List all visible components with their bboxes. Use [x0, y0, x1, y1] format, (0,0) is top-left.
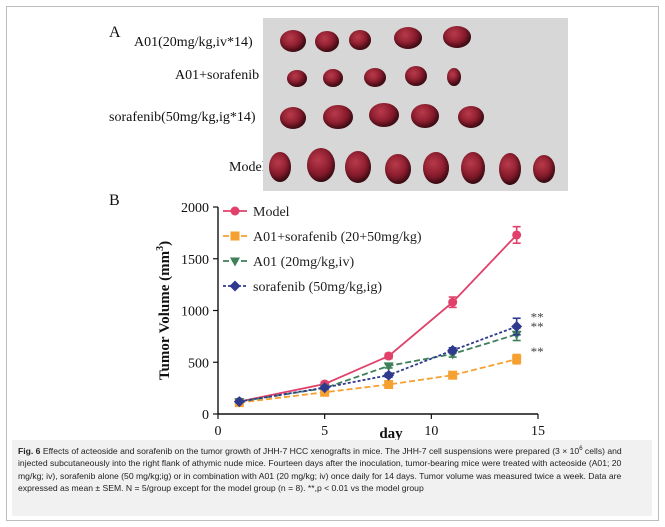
legend-marker [229, 280, 241, 292]
tumor [369, 103, 399, 127]
y-tick-label: 500 [188, 356, 209, 371]
caption-sup: 6 [579, 446, 583, 452]
caption-text: Effects of acteoside and sorafenib on th… [40, 445, 580, 456]
x-tick-label: 0 [215, 424, 222, 439]
x-tick-label: 15 [531, 424, 545, 439]
tumor [405, 66, 427, 86]
data-point [383, 362, 394, 372]
data-point [448, 297, 458, 307]
data-point [384, 351, 394, 361]
data-point [512, 230, 522, 240]
tumor [499, 153, 521, 185]
data-point [383, 369, 395, 381]
caption-fig-label: Fig. 6 [18, 445, 41, 456]
data-point [319, 382, 331, 394]
data-point [511, 321, 523, 333]
x-axis-label: day [379, 426, 403, 440]
tumor-photo [263, 18, 568, 191]
significance-mark: ** [531, 319, 544, 334]
tumor [364, 68, 386, 87]
tumor [280, 30, 306, 52]
legend-label: Model [253, 205, 290, 220]
tumor [411, 104, 439, 128]
tumor [345, 151, 371, 183]
y-tick-label: 0 [202, 408, 209, 423]
x-tick-label: 5 [321, 424, 328, 439]
significance-mark: ** [531, 309, 544, 324]
significance-mark: ** [531, 344, 544, 359]
row-label-a01: A01(20mg/kg,iv*14) [134, 35, 253, 50]
tumor [533, 155, 555, 183]
data-point [447, 344, 459, 356]
row-label-model: Model [229, 160, 266, 175]
legend-marker [230, 206, 240, 216]
legend-label: sorafenib (50mg/kg,ig) [253, 280, 382, 295]
tumor [315, 31, 339, 52]
legend-label: A01+sorafenib (20+50mg/kg) [253, 230, 422, 245]
data-point [512, 354, 522, 364]
series-line [239, 358, 517, 404]
y-tick-label: 2000 [181, 201, 209, 216]
tumor [349, 30, 371, 50]
y-tick-label: 1500 [181, 253, 209, 268]
series-line [239, 333, 517, 403]
legend-marker [230, 257, 240, 267]
tumor [385, 154, 411, 184]
data-point [448, 370, 458, 380]
legend-label: A01 (20mg/kg,iv) [253, 255, 354, 270]
tumor [423, 152, 449, 184]
y-axis-label: Tumor Volume (mm3) [155, 241, 173, 380]
tumor [461, 152, 485, 184]
panel-a-label: A [109, 24, 121, 41]
caption-box [12, 440, 652, 516]
series-line [239, 325, 517, 403]
tumor [447, 68, 461, 86]
row-label-sorafenib: sorafenib(50mg/kg,ig*14) [109, 110, 256, 125]
tumor [323, 105, 353, 129]
tumor [323, 69, 343, 87]
panel-b-label: B [109, 192, 120, 209]
tumor [394, 27, 422, 49]
tumor [443, 26, 471, 48]
tumor-volume-chart: 0 500 1000 1500 2000 0 5 10 15 day Tumor Volume (m… [155, 201, 545, 440]
y-tick-label: 1000 [181, 305, 209, 320]
row-label-combination: A01+sorafenib [175, 68, 260, 83]
figure-caption: Fig. 6 Effects of acteoside and sorafeni… [18, 443, 646, 494]
caption-text-2: cells) and injected subcutaneously into … [18, 445, 622, 494]
data-point [384, 380, 394, 390]
tumor [269, 152, 291, 182]
tumor [458, 106, 484, 128]
tumor [280, 107, 306, 129]
legend-marker [230, 231, 240, 241]
tumor [307, 148, 335, 182]
tumor [287, 70, 307, 87]
x-tick-label: 10 [424, 424, 438, 439]
data-point [233, 396, 245, 408]
